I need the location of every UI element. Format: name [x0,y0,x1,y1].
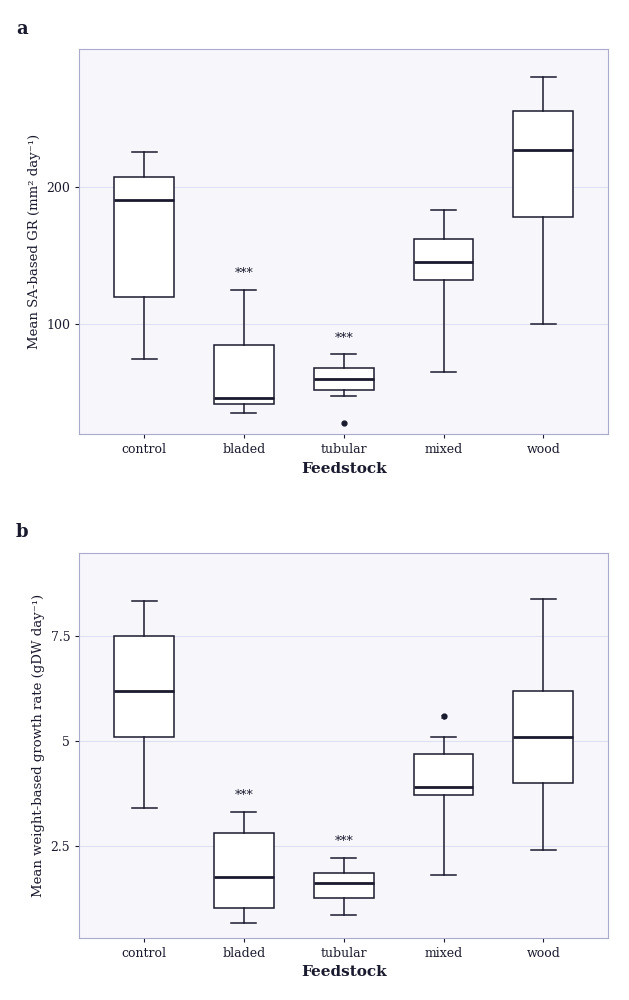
Bar [214,833,274,908]
Text: ***: *** [235,789,253,802]
Bar [114,177,174,297]
X-axis label: Feedstock: Feedstock [301,965,387,979]
Text: a: a [16,20,28,38]
Bar [414,239,474,280]
Bar [114,636,174,737]
X-axis label: Feedstock: Feedstock [301,462,387,476]
Text: b: b [16,523,28,541]
Bar [513,691,573,783]
Y-axis label: Mean SA-based GR (mm² day⁻¹): Mean SA-based GR (mm² day⁻¹) [28,134,41,349]
Text: ***: *** [235,267,253,280]
Bar [414,754,474,795]
Bar [314,873,374,898]
Y-axis label: Mean weight-based growth rate (gDW day⁻¹): Mean weight-based growth rate (gDW day⁻¹… [32,594,45,897]
Text: ***: *** [335,332,353,345]
Bar [513,111,573,217]
Bar [314,368,374,390]
Text: ***: *** [335,835,353,848]
Bar [214,345,274,404]
Text: *: * [440,714,447,727]
